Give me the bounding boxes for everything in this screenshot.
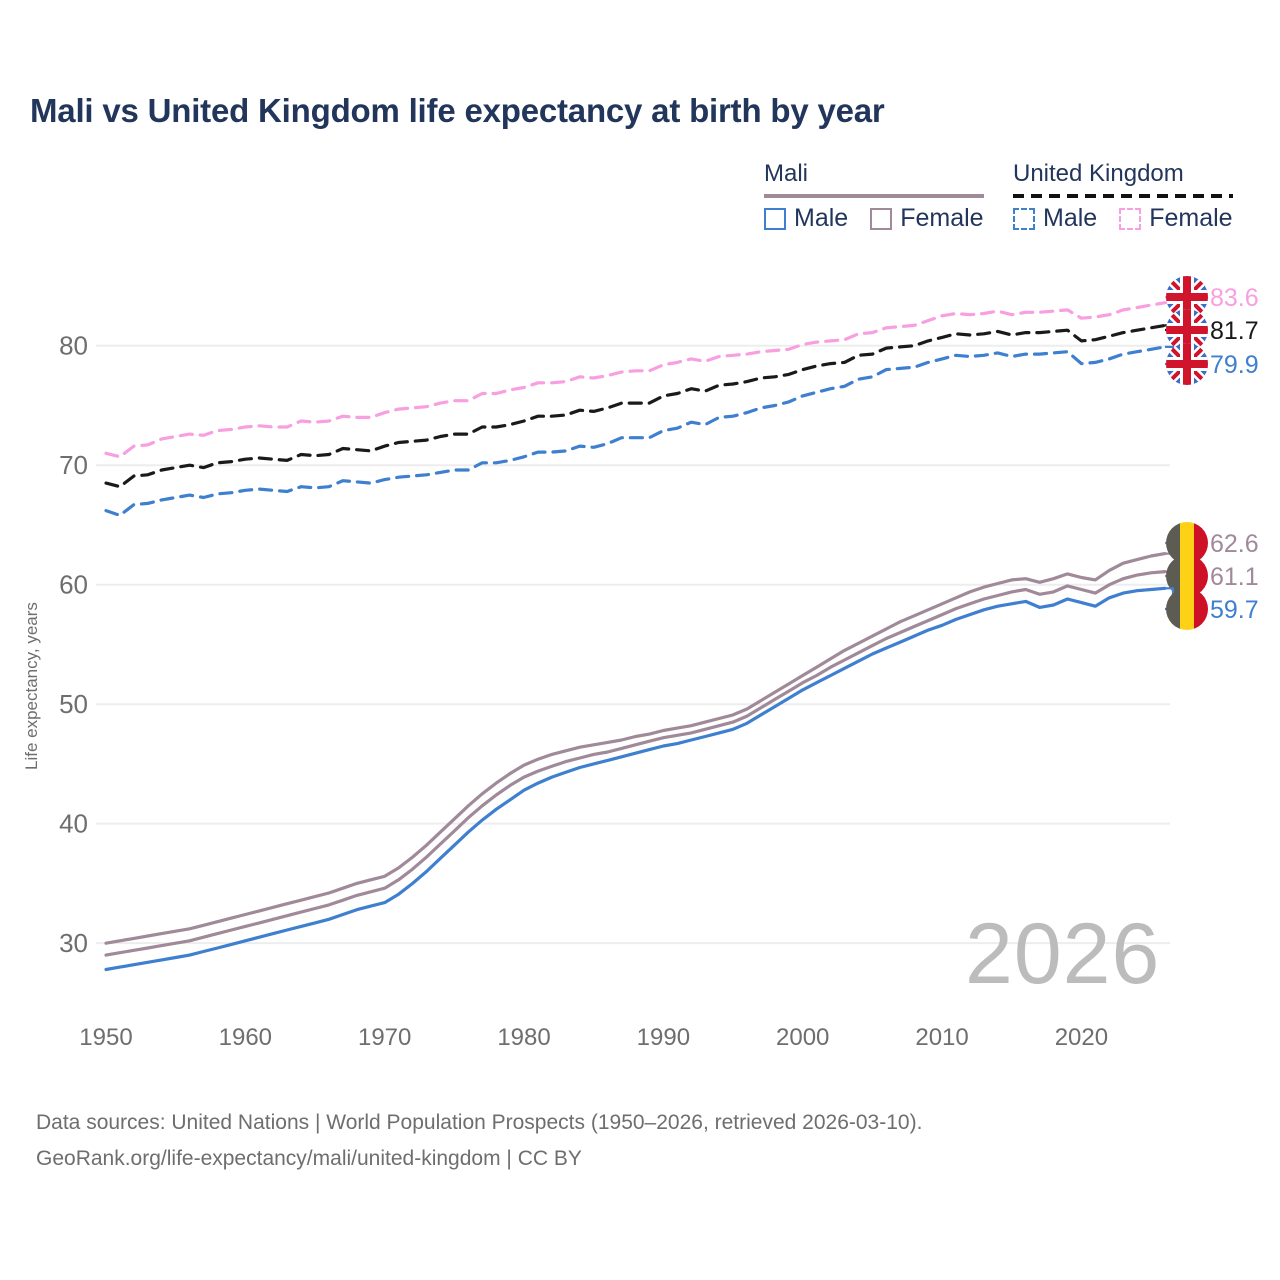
legend-item-uk-female[interactable]: Female bbox=[1119, 204, 1233, 233]
legend-group-title-mali: Mali bbox=[764, 160, 809, 187]
x-axis-tick-1990: 1990 bbox=[637, 1024, 690, 1051]
legend-item-mali-male[interactable]: Male bbox=[764, 204, 848, 233]
end-value-label-59.7: 59.7 bbox=[1210, 596, 1259, 624]
legend-item-mali-female[interactable]: Female bbox=[870, 204, 984, 233]
legend-group-title-united-kingdom: United Kingdom bbox=[1013, 160, 1184, 187]
series-line-united-kingdom-male bbox=[104, 345, 1167, 517]
legend-label-uk-male: Male bbox=[1043, 204, 1098, 232]
x-axis-tick-1960: 1960 bbox=[219, 1024, 272, 1051]
series-line-united-kingdom-total bbox=[104, 323, 1167, 489]
y-axis-label: Life expectancy, years bbox=[22, 602, 41, 770]
line-chart: 30 40 50 60 70 80 1950 1960 1970 1980 1990 2000 2010… bbox=[59, 0, 1259, 1051]
legend-swatch-mali-female-icon bbox=[870, 207, 893, 230]
end-value-label-62.6: 62.6 bbox=[1210, 530, 1259, 558]
end-value-label-81.7: 81.7 bbox=[1210, 317, 1259, 345]
x-axis-tick-1950: 1950 bbox=[79, 1024, 132, 1051]
series-line-united-kingdom-female bbox=[104, 301, 1167, 459]
legend-label-mali-female: Female bbox=[900, 204, 984, 232]
legend-item-uk-male[interactable]: Male bbox=[1013, 204, 1097, 233]
year-watermark: 2026 bbox=[965, 906, 1161, 1002]
y-axis-tick-40: 40 bbox=[59, 809, 88, 839]
chart-legend: Mali Male Female United Kingdom Male bbox=[760, 160, 1250, 240]
x-axis-tick-2010: 2010 bbox=[915, 1024, 968, 1051]
legend-swatch-uk-female-icon bbox=[1119, 207, 1142, 230]
mali-flag-icon bbox=[1166, 588, 1208, 630]
series-line-mali-total bbox=[104, 570, 1167, 957]
flag-glyph bbox=[1166, 588, 1208, 630]
legend-rule-mali bbox=[764, 194, 984, 198]
legend-label-uk-female: Female bbox=[1149, 204, 1233, 232]
legend-swatch-uk-male-icon bbox=[1013, 207, 1035, 230]
series-line-mali-female bbox=[104, 552, 1167, 945]
x-axis-tick-1980: 1980 bbox=[497, 1024, 550, 1051]
end-value-label-61.1: 61.1 bbox=[1210, 563, 1259, 591]
end-value-label-79.9: 79.9 bbox=[1210, 351, 1259, 379]
y-axis-tick-50: 50 bbox=[59, 689, 88, 719]
y-axis-tick-60: 60 bbox=[59, 570, 88, 600]
x-axis-tick-2000: 2000 bbox=[776, 1024, 829, 1051]
series-line-mali-male bbox=[104, 586, 1167, 972]
legend-label-mali-male: Male bbox=[794, 204, 849, 232]
footer-line-2: GeoRank.org/life-expectancy/mali/united-… bbox=[36, 1147, 582, 1170]
page-title: Mali vs United Kingdom life expectancy a… bbox=[30, 92, 885, 129]
x-axis-tick-1970: 1970 bbox=[358, 1024, 411, 1051]
legend-swatch-mali-male-icon bbox=[764, 207, 786, 230]
uk-flag-icon bbox=[1166, 343, 1208, 385]
chart-plot-area: 2026 30 40 50 60 70 80 1950 1960 1970 1980 1990 200… bbox=[59, 0, 1259, 1051]
y-axis-tick-80: 80 bbox=[59, 331, 88, 361]
y-axis-tick-30: 30 bbox=[59, 928, 88, 958]
flag-glyph bbox=[1166, 343, 1208, 385]
footer-line-1: Data sources: United Nations | World Pop… bbox=[36, 1111, 923, 1134]
y-axis-tick-70: 70 bbox=[59, 450, 88, 480]
footer-attribution: Data sources: United Nations | World Pop… bbox=[36, 1105, 922, 1177]
end-value-label-83.6: 83.6 bbox=[1210, 284, 1259, 312]
legend-group-mali: Mali Male Female bbox=[764, 160, 984, 233]
x-axis-tick-2020: 2020 bbox=[1055, 1024, 1108, 1051]
legend-group-united-kingdom: United Kingdom Male Female bbox=[1013, 160, 1233, 233]
legend-rule-united-kingdom bbox=[1013, 194, 1233, 198]
